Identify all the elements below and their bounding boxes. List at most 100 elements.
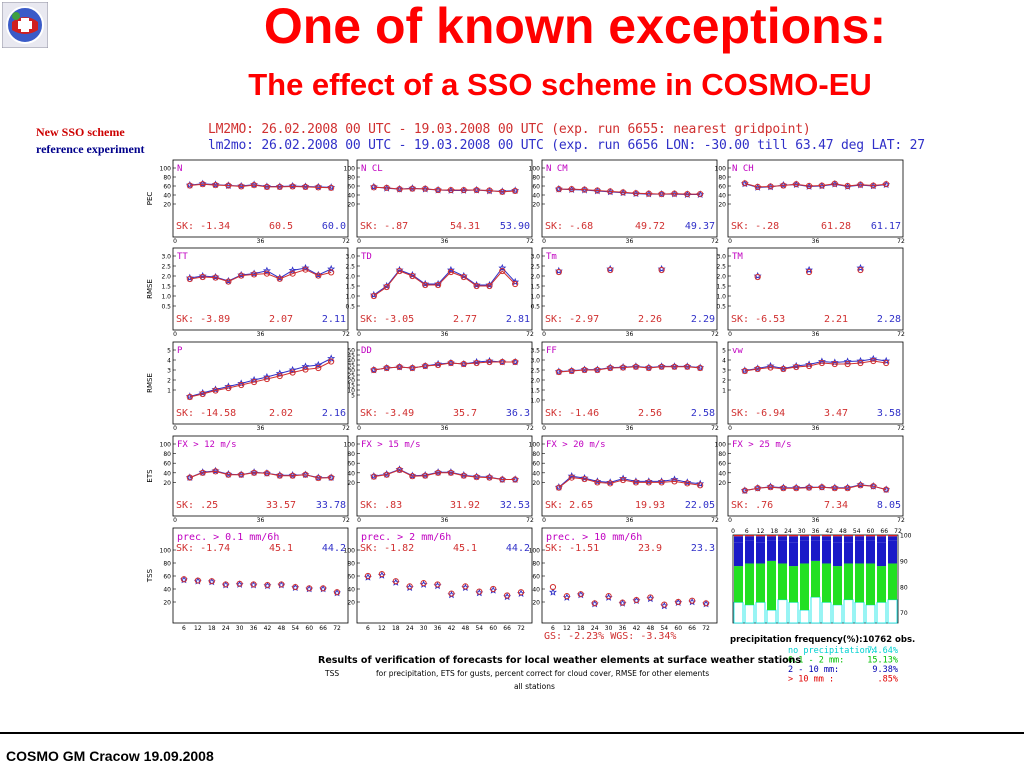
lead-tick-label: 36 bbox=[441, 238, 449, 245]
panel-frame bbox=[356, 527, 533, 624]
lead-tick-label: 48 bbox=[462, 625, 470, 632]
point-new bbox=[289, 270, 296, 277]
point-new bbox=[276, 472, 283, 479]
panel-score-ref: 53.90 bbox=[500, 221, 530, 232]
bar-extreme-precip bbox=[811, 535, 820, 537]
y-tick-label: 80 bbox=[163, 561, 171, 568]
panel-sk: SK: -3.49 bbox=[360, 408, 414, 419]
bar-light-precip bbox=[811, 560, 820, 598]
point-new bbox=[315, 272, 322, 279]
panel-frame bbox=[541, 159, 718, 238]
panel-label: P bbox=[177, 346, 183, 356]
bar-heavy-precip bbox=[767, 536, 776, 541]
lead-tick-label: 0 bbox=[728, 331, 732, 338]
lead-tick-label: 12 bbox=[378, 625, 386, 632]
bar-no-precip bbox=[865, 604, 876, 624]
panel-sk: SK: -2.97 bbox=[545, 314, 599, 325]
point-new bbox=[684, 363, 691, 370]
freq-row-value: 15.13% bbox=[867, 656, 898, 666]
lead-tick-label: 36 bbox=[619, 625, 627, 632]
point-new bbox=[607, 188, 614, 195]
y-tick-label: 20 bbox=[347, 480, 355, 487]
bar-extreme-precip bbox=[888, 535, 897, 537]
bar-extreme-precip bbox=[767, 535, 776, 537]
y-tick-label: 60 bbox=[347, 184, 355, 191]
bar-moderate-precip bbox=[844, 542, 853, 564]
point-new bbox=[555, 484, 562, 491]
point-new bbox=[793, 485, 800, 492]
y-tick-label: 1.0 bbox=[716, 294, 726, 301]
bar-moderate-precip bbox=[877, 542, 886, 567]
point-new bbox=[370, 184, 377, 191]
lead-tick-label: 0 bbox=[357, 517, 361, 524]
point-new bbox=[263, 470, 271, 477]
lead-tick-label: 72 bbox=[711, 425, 719, 432]
point-new bbox=[658, 266, 665, 274]
panel-score-ref: 8.05 bbox=[877, 500, 901, 511]
point-new bbox=[434, 581, 441, 588]
freq-x-tick-label: 72 bbox=[894, 528, 902, 535]
panel-8: 0.5 1.0 1.5 2.0 2.5 3.0 TM SK: -6.53 2.21 2.28 0 36… bbox=[716, 247, 905, 338]
lead-tick-label: 0 bbox=[173, 425, 177, 432]
point-new bbox=[434, 186, 442, 194]
lead-tick-label: 72 bbox=[517, 625, 525, 632]
bar-extreme-precip bbox=[734, 535, 743, 537]
y-tick-label: 80 bbox=[347, 175, 355, 182]
panel-score-new: 45.1 bbox=[453, 543, 477, 554]
point-new bbox=[805, 182, 813, 190]
lead-tick-label: 54 bbox=[475, 625, 483, 632]
point-ref bbox=[263, 372, 271, 381]
point-new bbox=[661, 601, 668, 608]
lead-tick-label: 60 bbox=[305, 625, 313, 632]
y-tick-label: 100 bbox=[529, 166, 541, 173]
point-new bbox=[831, 360, 838, 368]
panel-score-new: 33.57 bbox=[266, 500, 296, 511]
y-tick-label: 100 bbox=[160, 548, 172, 555]
y-tick-label: 3 bbox=[167, 368, 171, 375]
y-tick-label: 5 bbox=[351, 393, 355, 400]
y-tick-label: 100 bbox=[715, 166, 727, 173]
point-new bbox=[263, 270, 271, 277]
y-tick-label: 100 bbox=[160, 166, 172, 173]
y-tick-label: 80 bbox=[163, 175, 171, 182]
lead-tick-label: 72 bbox=[526, 331, 534, 338]
lead-tick-label: 72 bbox=[333, 625, 341, 632]
lead-tick-label: 0 bbox=[357, 425, 361, 432]
lead-tick-label: 36 bbox=[257, 425, 265, 432]
point-new bbox=[883, 486, 890, 493]
lead-tick-label: 12 bbox=[563, 625, 571, 632]
point-new bbox=[208, 578, 215, 585]
point-new bbox=[555, 186, 562, 193]
bar-light-precip bbox=[734, 566, 743, 603]
point-new bbox=[499, 476, 506, 483]
point-new bbox=[658, 363, 665, 370]
point-new bbox=[818, 182, 826, 189]
point-new bbox=[199, 181, 206, 188]
point-new bbox=[741, 180, 748, 187]
panel-label: prec. > 0.1 mm/6h bbox=[177, 532, 279, 543]
y-tick-label: 40 bbox=[718, 193, 726, 200]
point-new bbox=[328, 358, 335, 365]
y-tick-label: 80 bbox=[532, 451, 540, 458]
point-new bbox=[328, 474, 335, 481]
point-ref bbox=[275, 369, 284, 377]
panel-frame bbox=[172, 527, 349, 624]
point-new bbox=[754, 273, 761, 281]
row-ylabel: ETS bbox=[146, 469, 154, 483]
y-tick-label: 1.5 bbox=[345, 284, 355, 291]
panel-score-new: 2.21 bbox=[824, 314, 848, 325]
y-tick-label: 3.0 bbox=[716, 254, 726, 261]
header-line-new: LM2MO: 26.02.2008 00 UTC - 19.03.2008 00… bbox=[208, 122, 811, 137]
y-tick-label: 2.0 bbox=[345, 274, 355, 281]
y-tick-label: 100 bbox=[160, 442, 172, 449]
bar-heavy-precip bbox=[734, 536, 743, 543]
y-tick-label: 20 bbox=[532, 480, 540, 487]
point-new bbox=[289, 472, 296, 479]
point-new bbox=[473, 282, 480, 290]
bar-moderate-precip bbox=[734, 542, 743, 567]
panel-frame bbox=[541, 247, 718, 331]
bar-extreme-precip bbox=[844, 535, 853, 537]
bar-heavy-precip bbox=[800, 536, 809, 541]
y-tick-label: 2.5 bbox=[161, 264, 171, 271]
point-new bbox=[238, 272, 245, 279]
